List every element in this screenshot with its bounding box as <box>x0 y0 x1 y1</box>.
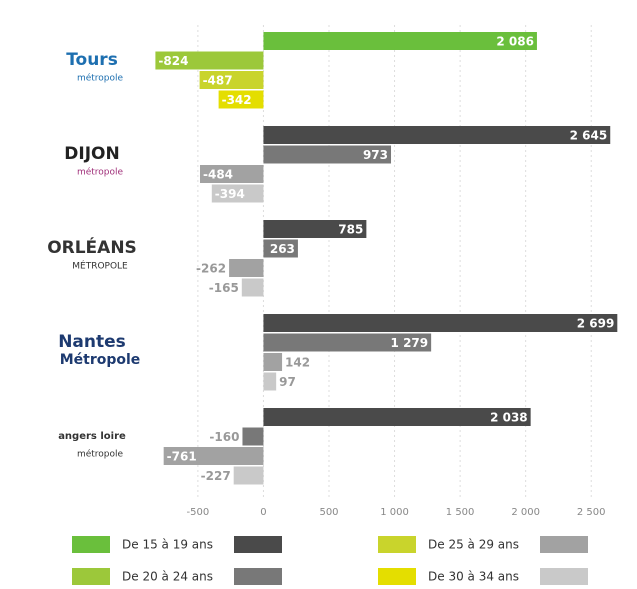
bar <box>263 239 298 258</box>
bar <box>263 32 537 50</box>
bar <box>263 126 611 144</box>
value-label: 2 645 <box>570 129 608 143</box>
value-label: -761 <box>167 450 197 464</box>
category-label: angers loire <box>58 431 126 442</box>
x-tick-label: 2 000 <box>511 507 540 518</box>
bar <box>199 71 264 89</box>
category-subtitle: MÉTROPOLE <box>72 260 128 272</box>
value-label: -342 <box>222 93 252 107</box>
legend-swatch <box>378 536 416 553</box>
bar <box>218 90 264 109</box>
bar <box>263 408 531 426</box>
value-label: 142 <box>285 356 310 370</box>
value-label: 785 <box>338 223 363 237</box>
value-label: 2 699 <box>577 317 615 331</box>
x-tick-label: 500 <box>319 507 338 518</box>
legend-swatch <box>540 536 588 553</box>
category-label: DIJON <box>64 144 119 164</box>
category-subtitle: métropole <box>77 167 124 178</box>
value-label: -487 <box>203 74 233 88</box>
x-tick-label: 1 000 <box>380 507 409 518</box>
category-label: Tours <box>66 50 118 70</box>
value-label: 973 <box>363 148 388 162</box>
category-label: Nantes <box>58 332 126 352</box>
legend-label: De 30 à 34 ans <box>428 570 519 584</box>
bar <box>263 353 283 371</box>
x-tick-label: 0 <box>260 507 266 518</box>
value-label: -262 <box>196 262 226 276</box>
value-label: 263 <box>270 242 295 256</box>
category-subtitle: Métropole <box>60 352 141 368</box>
bar <box>263 314 618 332</box>
bar <box>155 51 264 70</box>
bar <box>163 447 264 465</box>
legend-swatch <box>540 568 588 585</box>
value-label: 97 <box>279 375 296 389</box>
legend-label: De 15 à 19 ans <box>122 538 213 552</box>
legend-swatch <box>234 536 282 553</box>
bar <box>241 278 264 297</box>
value-label: -160 <box>209 430 239 444</box>
x-tick-label: -500 <box>187 507 210 518</box>
x-tick-label: 2 500 <box>577 507 606 518</box>
bar <box>233 466 264 485</box>
legend-swatch <box>234 568 282 585</box>
category-label: ORLÉANS <box>47 236 137 258</box>
x-tick-label: 1 500 <box>446 507 475 518</box>
category-subtitle: métropole <box>77 449 124 460</box>
legend-swatch <box>378 568 416 585</box>
legend-label: De 25 à 29 ans <box>428 538 519 552</box>
value-label: 1 279 <box>391 336 429 350</box>
bar <box>263 372 277 391</box>
value-label: 2 086 <box>496 35 534 49</box>
value-label: -394 <box>215 187 245 201</box>
bar <box>263 220 367 238</box>
value-label: 2 038 <box>490 411 528 425</box>
legend-label: De 20 à 24 ans <box>122 570 213 584</box>
bar <box>229 259 264 277</box>
category-subtitle: métropole <box>77 73 124 84</box>
value-label: -227 <box>201 469 231 483</box>
bar <box>263 333 432 352</box>
bar <box>199 165 264 183</box>
legend-swatch <box>72 568 110 585</box>
legend-swatch <box>72 536 110 553</box>
value-label: -165 <box>209 281 239 295</box>
bar <box>242 427 264 446</box>
value-label: -484 <box>203 168 233 182</box>
value-label: -824 <box>158 54 188 68</box>
bar <box>211 184 264 203</box>
bar <box>263 145 392 164</box>
